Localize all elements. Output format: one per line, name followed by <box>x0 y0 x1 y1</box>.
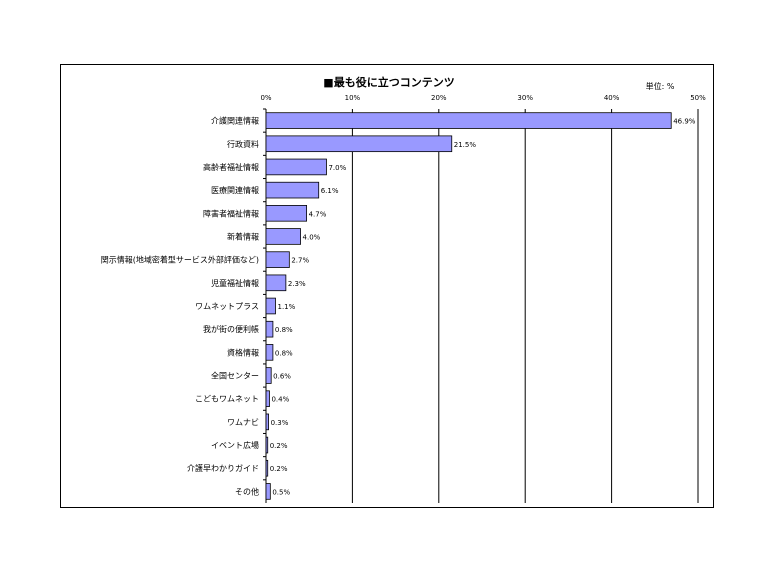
bar <box>265 459 269 477</box>
value-label: 0.2% <box>270 465 288 473</box>
value-label: 0.3% <box>271 419 289 427</box>
bar <box>265 320 274 338</box>
x-tick-label: 30% <box>517 94 533 102</box>
value-label: 4.7% <box>309 210 327 218</box>
value-labels: 46.9% 21.5% 7.0% 6.1% 4.7% 4.0% 2.7% 2.3% 1.1% 0.… <box>270 118 696 497</box>
category-label: 介護関連情報 <box>211 116 259 126</box>
category-label: 高齢者福祉情報 <box>203 162 259 172</box>
chart-frame: ■最も役に立つコンテンツ 単位: % 0% 10% 20% 30% 40% 50% 介護関… <box>60 64 714 508</box>
category-label: その他 <box>235 486 259 496</box>
x-tick-label: 10% <box>345 94 361 102</box>
x-tick-label: 0% <box>260 94 271 102</box>
category-label: 我が街の便利帳 <box>203 324 259 334</box>
category-label: 資格情報 <box>227 347 259 357</box>
value-label: 21.5% <box>454 141 477 149</box>
category-label: 障害者福祉情報 <box>203 208 259 218</box>
category-label: 関示情報(地域密着型サービス外部評価など) <box>101 255 259 265</box>
bar <box>265 297 276 315</box>
value-label: 2.7% <box>291 257 309 265</box>
category-label: ワムネットプラス <box>195 302 259 311</box>
bar <box>265 344 274 361</box>
chart-svg: ■最も役に立つコンテンツ 単位: % 0% 10% 20% 30% 40% 50% 介護関… <box>101 75 706 503</box>
bar <box>265 413 269 431</box>
value-label: 7.0% <box>328 164 346 172</box>
bar <box>265 181 320 199</box>
category-label: 全国センター <box>211 371 259 381</box>
x-tick-label: 20% <box>431 94 447 102</box>
bar <box>265 251 290 268</box>
value-label: 0.4% <box>271 396 289 404</box>
value-label: 0.2% <box>270 442 288 450</box>
value-label: 6.1% <box>321 187 339 195</box>
value-label: 0.8% <box>275 326 293 334</box>
chart-title: ■最も役に立つコンテンツ <box>323 75 454 89</box>
bar <box>265 483 271 500</box>
value-label: 46.9% <box>673 118 696 126</box>
category-label: イベント広場 <box>211 440 259 450</box>
value-label: 1.1% <box>278 303 296 311</box>
bar <box>265 228 301 245</box>
unit-label: 単位: % <box>646 81 675 91</box>
value-label: 0.6% <box>273 373 291 381</box>
x-tick-label: 40% <box>604 94 620 102</box>
bar <box>265 436 269 454</box>
value-label: 0.5% <box>272 488 290 496</box>
bar <box>265 367 272 384</box>
category-label: 行政資料 <box>227 139 259 149</box>
bar <box>265 274 287 292</box>
bar <box>265 390 270 407</box>
x-tick-labels: 0% 10% 20% 30% 40% 50% <box>260 94 706 102</box>
category-label: 児童福祉情報 <box>211 278 259 288</box>
category-label: 介護早わかりガイド <box>187 463 259 473</box>
value-label: 4.0% <box>303 233 321 241</box>
value-label: 0.8% <box>275 349 293 357</box>
category-label: 医療関連情報 <box>211 185 259 195</box>
bar-layer <box>265 112 672 500</box>
category-labels: 介護関連情報行政資料高齢者福祉情報医療関連情報障害者福祉情報新着情報関示情報(地… <box>101 116 259 497</box>
category-label: ワムナビ <box>227 418 259 427</box>
bar <box>265 205 308 222</box>
bar <box>265 158 327 176</box>
bar <box>265 112 672 129</box>
x-tick-label: 50% <box>690 94 706 102</box>
category-label: こどもワムネット <box>195 395 259 404</box>
category-label: 新着情報 <box>227 231 259 241</box>
value-label: 2.3% <box>288 280 306 288</box>
bar <box>265 135 453 153</box>
